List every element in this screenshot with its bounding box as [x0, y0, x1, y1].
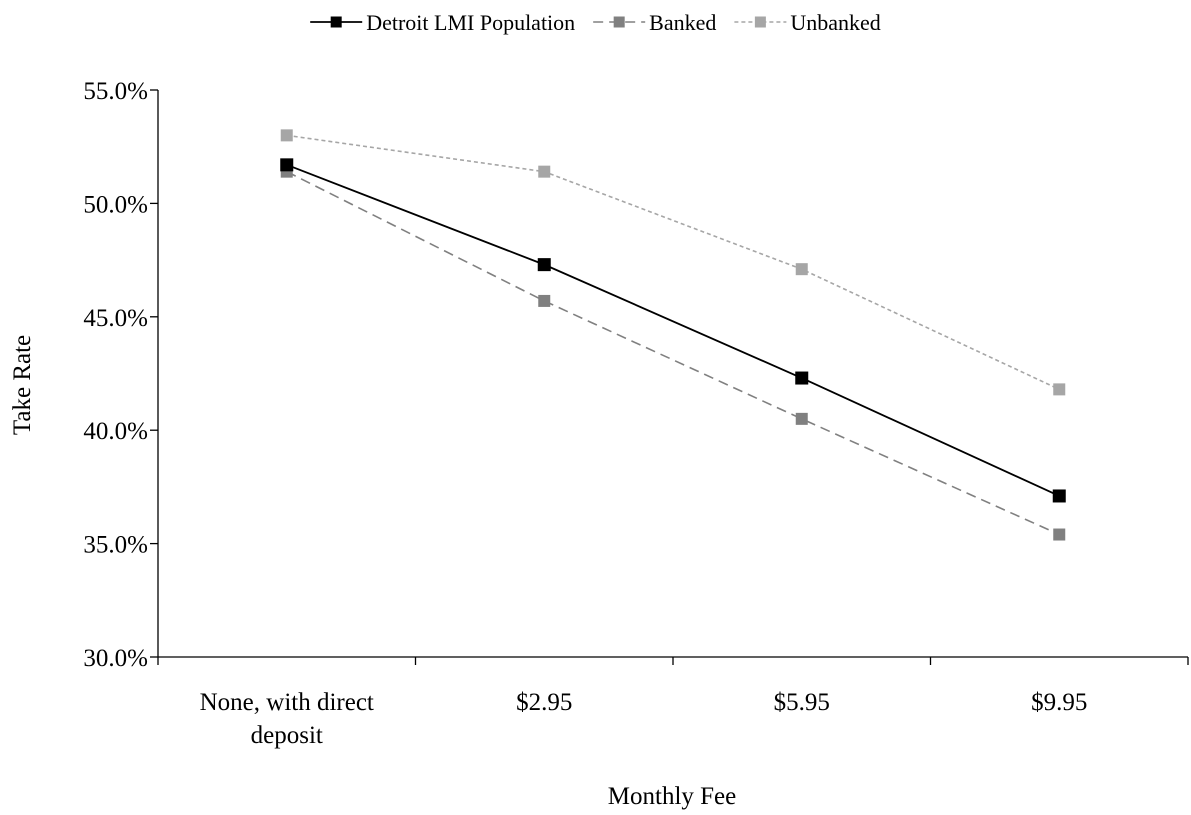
data-point-marker — [795, 263, 808, 276]
x-tick-label: $5.95 — [774, 689, 830, 716]
axes: 30.0% 35.0% 40.0% 45.0% 50.0% 55.0% None, with… — [83, 78, 1189, 749]
x-tick-label-line: None, with direct — [200, 689, 374, 716]
y-tick-label: 35.0% — [83, 532, 148, 559]
series-line — [286, 164, 1060, 497]
legend-label: Banked — [649, 10, 716, 35]
data-point-marker — [795, 412, 808, 425]
x-tick-label-line: $9.95 — [1031, 689, 1087, 716]
x-tick-label: $2.95 — [516, 689, 572, 716]
legend-label: Detroit LMI Population — [366, 10, 575, 35]
y-tick-label: 55.0% — [83, 78, 148, 105]
series-unbanked — [280, 129, 1066, 396]
x-axis-title: Monthly Fee — [608, 783, 736, 810]
data-point-marker — [280, 158, 294, 172]
x-tick-label: $9.95 — [1031, 689, 1087, 716]
y-axis-title: Take Rate — [9, 335, 36, 435]
series-line — [286, 134, 1060, 391]
data-point-marker — [795, 371, 809, 385]
legend-label: Unbanked — [790, 10, 880, 35]
data-point-marker — [280, 129, 293, 142]
data-point-marker — [1053, 383, 1066, 396]
y-tick-label: 45.0% — [83, 305, 148, 332]
x-tick-label-line: $2.95 — [516, 689, 572, 716]
data-point-marker — [1053, 528, 1066, 541]
legend-marker — [754, 16, 766, 28]
legend-marker — [330, 16, 342, 28]
x-tick-label-line: deposit — [251, 722, 323, 749]
x-tick-label-line: $5.95 — [774, 689, 830, 716]
data-point-marker — [538, 165, 551, 178]
plot-area — [280, 129, 1066, 541]
series-banked — [280, 165, 1066, 541]
series-detroit-lmi-population — [280, 158, 1066, 503]
legend-marker — [613, 16, 625, 28]
legend: Detroit LMI Population Banked Unbanked — [310, 10, 881, 35]
y-tick-label: 40.0% — [83, 418, 148, 445]
data-point-marker — [538, 294, 551, 307]
series-line — [286, 170, 1060, 536]
data-point-marker — [1052, 489, 1066, 503]
x-tick-label: None, with direct deposit — [200, 689, 374, 749]
data-point-marker — [537, 258, 551, 272]
y-tick-label: 50.0% — [83, 191, 148, 218]
y-tick-label: 30.0% — [83, 645, 148, 672]
